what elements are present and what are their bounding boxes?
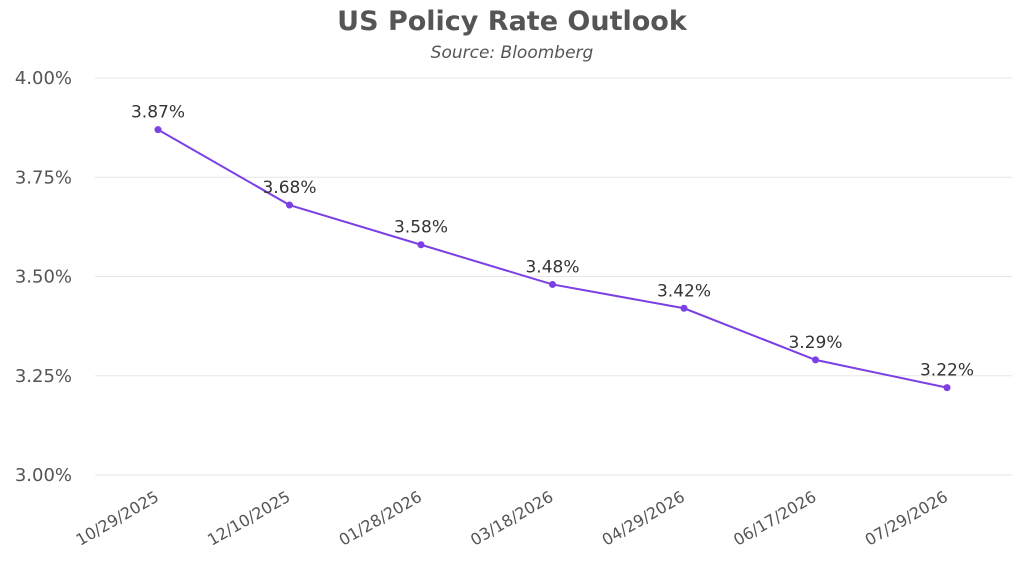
- x-tick-label: 07/29/2026: [862, 487, 951, 550]
- data-point: [680, 304, 688, 312]
- data-label: 3.48%: [525, 257, 579, 277]
- chart-title: US Policy Rate Outlook: [337, 6, 687, 37]
- data-label: 3.29%: [788, 333, 842, 353]
- x-tick-label: 03/18/2026: [467, 487, 556, 550]
- data-point: [549, 280, 556, 288]
- y-tick-label: 3.25%: [15, 366, 72, 387]
- x-tick-label: 04/29/2026: [599, 487, 688, 550]
- y-tick-label: 3.50%: [15, 267, 72, 288]
- x-tick-label: 12/10/2025: [204, 487, 293, 550]
- x-tick-label: 06/17/2026: [730, 487, 819, 550]
- data-label: 3.58%: [394, 218, 448, 238]
- data-point: [154, 126, 162, 134]
- data-label: 3.22%: [920, 361, 974, 381]
- y-tick-label: 4.00%: [15, 68, 72, 89]
- chart-subtitle: Source: Bloomberg: [430, 43, 594, 63]
- data-label: 3.68%: [262, 178, 316, 198]
- y-tick-label: 3.75%: [15, 167, 72, 188]
- x-tick-label: 01/28/2026: [336, 487, 425, 550]
- data-point: [943, 384, 951, 392]
- y-tick-label: 3.00%: [15, 465, 72, 486]
- data-point: [417, 241, 425, 249]
- data-point: [286, 201, 293, 209]
- data-point: [812, 356, 819, 364]
- x-tick-label: 10/29/2025: [73, 487, 162, 550]
- data-label: 3.42%: [657, 281, 711, 301]
- data-label: 3.87%: [131, 103, 185, 123]
